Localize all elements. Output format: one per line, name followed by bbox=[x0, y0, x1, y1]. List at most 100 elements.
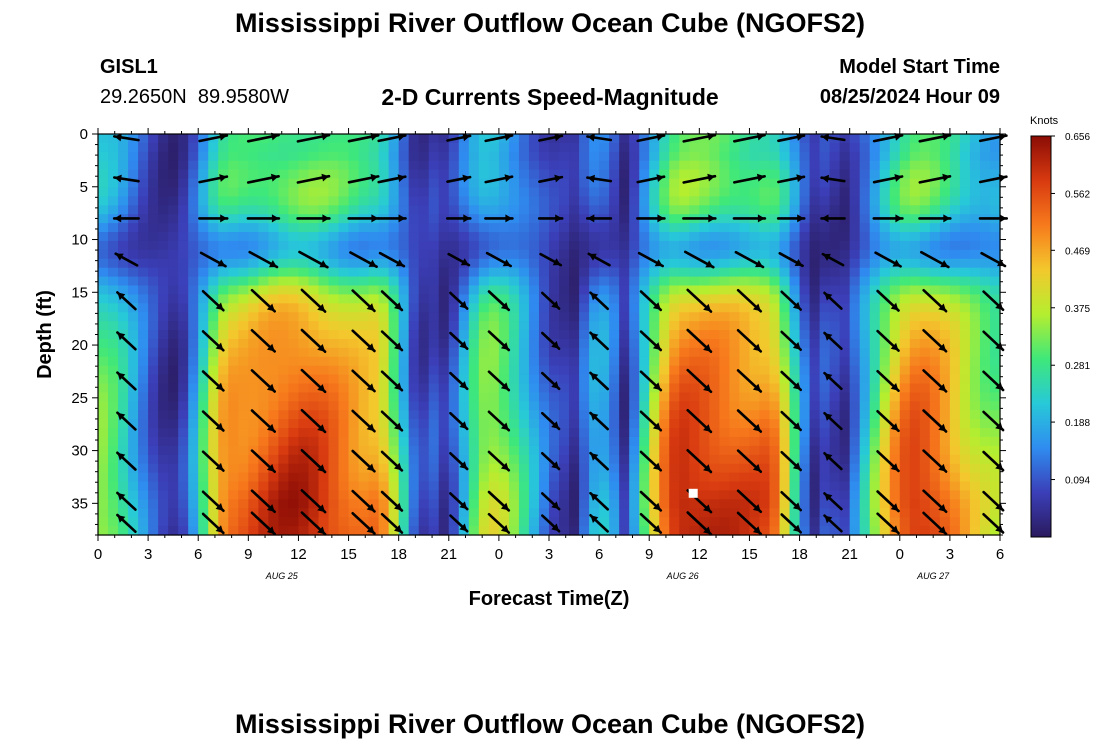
heatmap-cell bbox=[98, 330, 109, 340]
heatmap-cell bbox=[609, 472, 620, 483]
vector-head bbox=[792, 422, 801, 430]
heatmap-cell bbox=[288, 142, 300, 153]
heatmap-cell bbox=[158, 436, 169, 447]
heatmap-cell bbox=[478, 374, 490, 385]
heatmap-cell bbox=[288, 490, 300, 500]
heatmap-cell bbox=[799, 490, 811, 500]
heatmap-cell bbox=[268, 196, 279, 206]
heatmap-cell bbox=[398, 481, 410, 492]
heatmap-cell bbox=[338, 258, 350, 269]
heatmap-cell bbox=[599, 392, 610, 402]
day-label: AUG 27 bbox=[916, 571, 950, 581]
heatmap-cell bbox=[448, 312, 460, 322]
heatmap-cell bbox=[268, 517, 279, 527]
vector-head bbox=[215, 503, 224, 511]
heatmap-cell bbox=[388, 383, 400, 394]
heatmap-cell bbox=[488, 445, 500, 456]
vector-head bbox=[504, 174, 513, 182]
heatmap-cell bbox=[709, 392, 720, 402]
heatmap-cell bbox=[138, 196, 149, 206]
heatmap-cell bbox=[719, 303, 730, 313]
heatmap-cell bbox=[989, 249, 1001, 260]
heatmap-cell bbox=[869, 347, 881, 358]
heatmap-cell bbox=[589, 178, 600, 189]
heatmap-cell bbox=[528, 338, 540, 349]
heatmap-cell bbox=[789, 232, 801, 242]
heatmap-cell bbox=[739, 419, 751, 429]
heatmap-cell bbox=[408, 410, 420, 420]
y-tick-label: 20 bbox=[71, 337, 88, 354]
heatmap-cell bbox=[368, 232, 380, 242]
heatmap-cell bbox=[478, 285, 490, 295]
heatmap-cell bbox=[949, 303, 961, 313]
heatmap-cell bbox=[689, 249, 700, 260]
heatmap-cell bbox=[368, 499, 380, 509]
heatmap-cell bbox=[569, 436, 580, 447]
heatmap-cell bbox=[518, 410, 530, 420]
heatmap-cell bbox=[949, 526, 961, 536]
heatmap-cell bbox=[739, 196, 751, 206]
heatmap-cell bbox=[108, 160, 119, 171]
heatmap-cell bbox=[579, 383, 590, 394]
heatmap-cell bbox=[799, 134, 811, 144]
heatmap-cell bbox=[128, 365, 139, 376]
heatmap-cell bbox=[939, 374, 951, 385]
heatmap-cell bbox=[288, 463, 300, 474]
heatmap-cell bbox=[508, 499, 520, 509]
heatmap-cell bbox=[288, 401, 300, 411]
heatmap-cell bbox=[538, 356, 550, 367]
heatmap-cell bbox=[428, 169, 440, 180]
heatmap-cell bbox=[308, 276, 320, 287]
heatmap-cell bbox=[609, 134, 620, 144]
heatmap-cell bbox=[348, 223, 360, 233]
x-tick-label: 21 bbox=[841, 546, 858, 563]
heatmap-cell bbox=[619, 294, 630, 304]
heatmap-cell bbox=[138, 526, 149, 536]
heatmap-cell bbox=[889, 151, 901, 162]
heatmap-cell bbox=[949, 312, 961, 322]
heatmap-cell bbox=[939, 187, 951, 197]
heatmap-cell bbox=[108, 410, 119, 420]
heatmap-cell bbox=[719, 436, 730, 447]
heatmap-cell bbox=[118, 267, 129, 278]
heatmap-cell bbox=[819, 392, 831, 402]
heatmap-cell bbox=[699, 517, 710, 527]
heatmap-cell bbox=[338, 499, 350, 509]
heatmap-cell bbox=[508, 454, 520, 465]
heatmap-cell bbox=[819, 499, 831, 509]
heatmap-cell bbox=[248, 517, 259, 527]
current-vector bbox=[298, 250, 329, 269]
heatmap-cell bbox=[649, 258, 660, 269]
vector-head bbox=[459, 501, 468, 510]
heatmap-cell bbox=[909, 436, 921, 447]
current-vector bbox=[199, 251, 227, 268]
heatmap-cell bbox=[609, 258, 620, 269]
heatmap-cell bbox=[819, 454, 831, 465]
heatmap-cell bbox=[929, 383, 941, 394]
heatmap-cell bbox=[729, 463, 741, 474]
heatmap-cell bbox=[629, 214, 640, 224]
heatmap-cell bbox=[518, 436, 530, 447]
heatmap-cell bbox=[408, 419, 420, 429]
heatmap-cell bbox=[488, 321, 500, 331]
heatmap-cell bbox=[258, 267, 269, 278]
heatmap-cell bbox=[178, 436, 189, 447]
heatmap-cell bbox=[358, 338, 370, 349]
current-vector bbox=[918, 173, 952, 184]
model-start-label: Model Start Time bbox=[839, 56, 1000, 78]
heatmap-cell bbox=[128, 321, 139, 331]
heatmap-cell bbox=[528, 240, 540, 251]
heatmap-cell bbox=[178, 312, 189, 322]
heatmap-cell bbox=[829, 249, 841, 260]
heatmap-cell bbox=[839, 187, 851, 197]
heatmap-cell bbox=[879, 223, 891, 233]
heatmap-cell bbox=[559, 338, 570, 349]
heatmap-cell bbox=[518, 365, 530, 376]
heatmap-cell bbox=[128, 481, 139, 492]
heatmap-cell bbox=[749, 481, 761, 492]
heatmap-cell bbox=[869, 196, 881, 206]
vector-head bbox=[894, 132, 903, 141]
heatmap-cell bbox=[599, 240, 610, 251]
heatmap-cell bbox=[358, 303, 370, 313]
heatmap-cell bbox=[158, 517, 169, 527]
